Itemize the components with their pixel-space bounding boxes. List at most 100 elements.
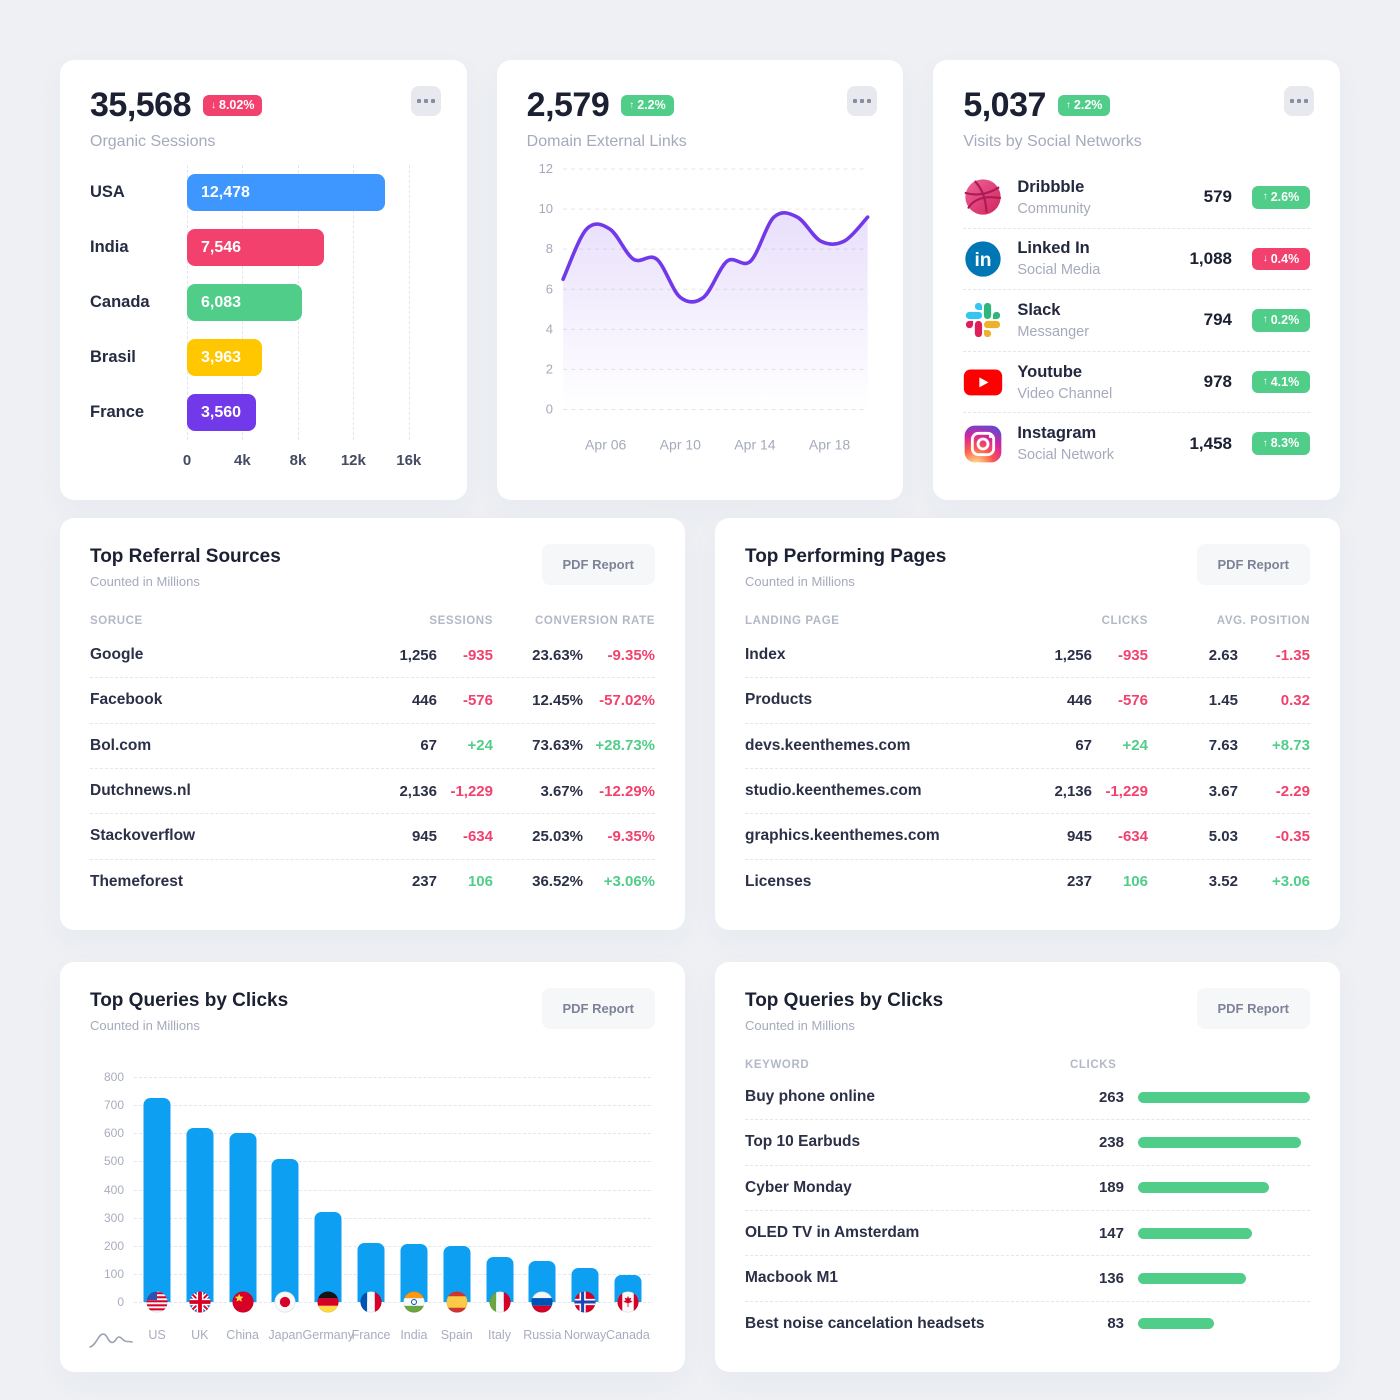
social-name: Dribbble (1017, 177, 1085, 196)
social-row-dribbble[interactable]: Dribbble Community 579 ↑ 2.6% (963, 167, 1310, 229)
pdf-report-button[interactable]: PDF Report (541, 544, 655, 585)
country-tick-label: UK (191, 1328, 209, 1342)
country-tick-label: China (226, 1328, 259, 1342)
country-tick-label: Canada (606, 1328, 650, 1342)
table-row: Index 1,256 -935 2.63 -1.35 (745, 633, 1310, 679)
column-header: KEYWORD (745, 1059, 810, 1071)
pdf-report-button[interactable]: PDF Report (541, 988, 655, 1029)
row-delta: +24 (1122, 737, 1148, 755)
social-visits-value: 5,037 (963, 86, 1046, 124)
social-name: Youtube (1017, 362, 1083, 381)
row-name: studio.keenthemes.com (745, 782, 922, 800)
social-value: 579 (1203, 187, 1232, 207)
table-row: Facebook 446 -576 12.45% -57.02% (90, 678, 655, 724)
row-delta: -634 (462, 827, 493, 845)
clicks-bar[interactable] (1138, 1091, 1310, 1103)
social-name: Slack (1017, 300, 1061, 319)
column-header: CLICKS (1070, 1059, 1117, 1071)
clicks-bar-track (1138, 1272, 1310, 1284)
row-value: 1,256 (399, 646, 437, 664)
row-value: 23.63% (532, 646, 583, 664)
social-value: 978 (1203, 372, 1232, 392)
clicks-bar[interactable] (143, 1098, 171, 1302)
row-value: 25.03% (532, 827, 583, 845)
top-queries-chart-card: Top Queries by Clicks Counted in Million… (60, 962, 685, 1372)
svg-text:6: 6 (545, 281, 552, 296)
svg-text:Apr 18: Apr 18 (809, 437, 850, 453)
row-delta: +28.73% (595, 737, 655, 755)
clicks-value: 263 (1098, 1088, 1124, 1106)
bar-column-italy: Italy (483, 1077, 517, 1342)
social-row-instagram[interactable]: Instagram Social Network 1,458 ↑ 8.3% (963, 413, 1310, 474)
card-menu-button[interactable] (1283, 86, 1314, 116)
country-bar[interactable]: 3,560 (187, 394, 257, 431)
table-row: Themeforest 237 106 36.52% +3.06% (90, 860, 655, 904)
clicks-value: 147 (1098, 1224, 1124, 1242)
keyword-label: Best noise cancelation headsets (745, 1314, 985, 1332)
svg-text:Apr 14: Apr 14 (734, 437, 775, 453)
row-delta: -1.35 (1275, 646, 1310, 664)
clicks-bar[interactable] (314, 1212, 342, 1302)
country-bar-row: India 7,546 (90, 220, 437, 275)
clicks-bar[interactable] (186, 1127, 214, 1302)
clicks-bar[interactable] (1138, 1272, 1247, 1284)
external-links-delta-badge: ↑ 2.2% (621, 95, 674, 116)
social-delta-badge: ↑ 4.1% (1251, 370, 1310, 394)
column-header: CLICKS (1101, 615, 1148, 627)
table-row: devs.keenthemes.com 67 +24 7.63 +8.73 (745, 724, 1310, 769)
row-name: Themeforest (90, 872, 184, 890)
card-menu-button[interactable] (847, 86, 878, 116)
card-subtitle: Organic Sessions (90, 133, 216, 150)
social-row-youtube[interactable]: Youtube Video Channel 978 ↑ 4.1% (963, 352, 1310, 414)
country-tick-label: Germany (302, 1328, 354, 1342)
card-subtitle: Visits by Social Networks (963, 133, 1142, 150)
performing-pages-table: LANDING PAGE CLICKS AVG. POSITION Index … (745, 589, 1310, 904)
card-title: Top Referral Sources (90, 546, 281, 567)
country-bar-row: Brasil 3,963 (90, 330, 437, 385)
country-label: USA (90, 183, 125, 201)
social-value: 794 (1203, 310, 1232, 330)
row-name: Products (745, 691, 813, 709)
country-bar[interactable]: 3,963 (187, 339, 262, 376)
pdf-report-button[interactable]: PDF Report (1196, 988, 1310, 1029)
row-delta: -1,229 (1105, 782, 1148, 800)
bar-column-japan: Japan (268, 1077, 302, 1342)
keyword-row: Best noise cancelation headsets 83 (745, 1302, 1310, 1346)
row-value: 3.52 (1208, 873, 1238, 891)
svg-text:Apr 10: Apr 10 (659, 437, 700, 453)
clicks-bar[interactable] (1138, 1136, 1302, 1148)
row-delta: -1,229 (450, 782, 493, 800)
social-row-linkedin[interactable]: in Linked In Social Media 1,088 ↓ 0.4% (963, 229, 1310, 291)
pdf-report-button[interactable]: PDF Report (1196, 544, 1310, 585)
clicks-value: 136 (1098, 1269, 1124, 1287)
row-value: 3.67 (1208, 782, 1238, 800)
country-bar[interactable]: 12,478 (187, 174, 385, 211)
country-bar[interactable]: 6,083 (187, 284, 302, 321)
bar-column-spain: Spain (440, 1077, 474, 1342)
clicks-bar[interactable] (1138, 1182, 1269, 1194)
social-row-slack[interactable]: Slack Messanger 794 ↑ 0.2% (963, 290, 1310, 352)
x-tick-label: 4k (234, 452, 251, 469)
clicks-bar[interactable] (271, 1158, 299, 1302)
clicks-bar[interactable] (229, 1133, 257, 1302)
social-delta-badge: ↑ 8.3% (1251, 432, 1310, 455)
row-delta: 106 (1122, 873, 1148, 891)
clicks-bar[interactable] (1138, 1227, 1252, 1239)
keyword-label: Buy phone online (745, 1088, 876, 1106)
social-kind: Social Media (1017, 262, 1101, 279)
bar-column-uk: UK (183, 1077, 217, 1342)
row-value: 67 (420, 737, 437, 755)
row-value: 446 (411, 691, 437, 709)
row-value: 36.52% (532, 873, 583, 891)
card-menu-button[interactable] (410, 86, 441, 116)
row-value: 5.03 (1208, 827, 1238, 845)
clicks-bar[interactable] (1138, 1318, 1214, 1330)
svg-text:Apr 06: Apr 06 (585, 437, 626, 453)
country-bar[interactable]: 7,546 (187, 229, 325, 266)
bar-column-china: China (226, 1077, 260, 1342)
row-delta: +24 (467, 737, 493, 755)
row-name: Facebook (90, 691, 163, 709)
bar-value-label: 3,560 (201, 403, 242, 421)
country-tick-label: Russia (523, 1328, 562, 1342)
